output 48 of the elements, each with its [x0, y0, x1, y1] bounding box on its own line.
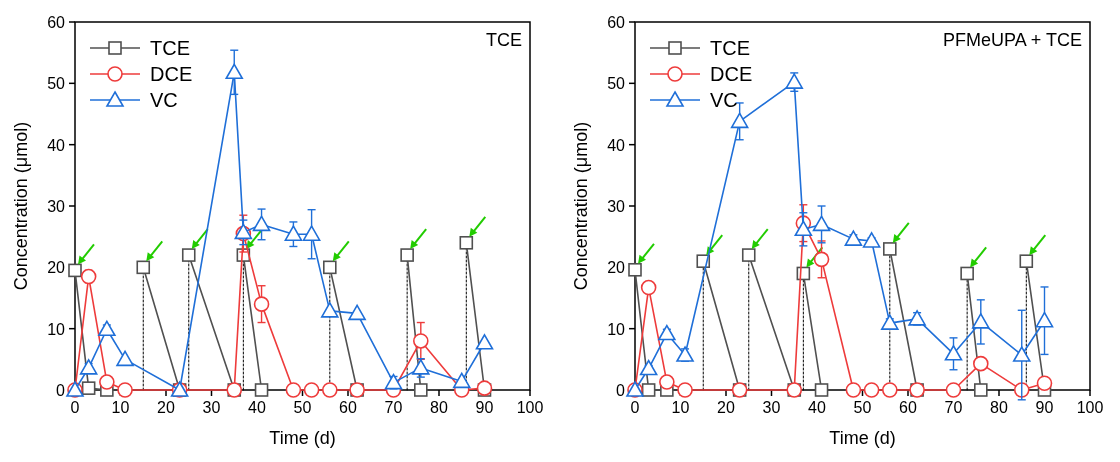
x-tick-label: 80 — [430, 399, 448, 416]
x-tick-label: 20 — [157, 399, 175, 416]
y-tick-label: 10 — [607, 320, 626, 338]
x-tick-label: 40 — [808, 399, 826, 416]
x-tick-label: 10 — [671, 399, 690, 416]
x-tick-label: 60 — [339, 399, 357, 416]
legend-label: DCE — [150, 63, 193, 85]
legend-label: DCE — [710, 63, 753, 85]
x-tick-label: 100 — [516, 399, 544, 416]
x-axis-title: Time (d) — [269, 428, 336, 448]
legend-label: TCE — [150, 37, 190, 59]
y-tick-label: 20 — [47, 259, 66, 277]
y-tick-label: 10 — [47, 320, 66, 338]
x-tick-label: 30 — [762, 399, 781, 416]
y-tick-label: 60 — [607, 14, 626, 31]
x-tick-label: 50 — [853, 399, 872, 416]
y-tick-label: 50 — [47, 75, 66, 93]
y-tick-label: 40 — [47, 136, 66, 154]
x-tick-label: 100 — [1076, 399, 1104, 416]
annotation: PFMeUPA + TCE — [943, 30, 1082, 50]
y-tick-label: 60 — [47, 14, 66, 31]
legend-label: TCE — [710, 37, 750, 59]
x-tick-label: 50 — [293, 399, 312, 416]
x-tick-label: 70 — [944, 399, 963, 416]
x-tick-label: 0 — [70, 399, 80, 416]
x-tick-label: 0 — [630, 399, 640, 416]
y-tick-label: 20 — [607, 259, 626, 277]
y-tick-label: 30 — [607, 198, 626, 215]
x-tick-label: 90 — [1035, 399, 1054, 416]
y-tick-label: 50 — [607, 75, 626, 93]
y-tick-label: 30 — [47, 198, 66, 215]
x-tick-label: 90 — [475, 399, 494, 416]
x-tick-label: 20 — [717, 399, 735, 416]
y-tick-label: 0 — [56, 382, 66, 399]
y-tick-label: 0 — [616, 382, 626, 399]
x-tick-label: 60 — [899, 399, 917, 416]
annotation: TCE — [486, 30, 522, 50]
x-tick-label: 40 — [248, 399, 266, 416]
y-axis-title: Concentration (μmol) — [571, 121, 591, 291]
x-tick-label: 70 — [384, 399, 403, 416]
legend-label: VC — [710, 89, 738, 111]
x-tick-label: 10 — [111, 399, 130, 416]
y-axis-title: Concentration (μmol) — [11, 121, 31, 291]
y-tick-label: 40 — [607, 136, 626, 154]
legend-label: VC — [150, 89, 178, 111]
x-tick-label: 30 — [202, 399, 221, 416]
x-tick-label: 80 — [990, 399, 1008, 416]
x-axis-title: Time (d) — [829, 428, 896, 448]
